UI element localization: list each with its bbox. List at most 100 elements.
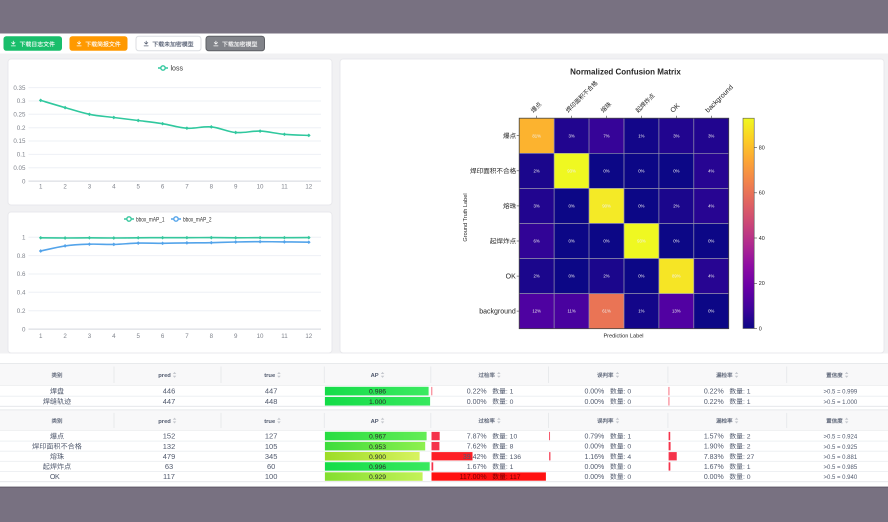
svg-text:0.953: 0.953 [369, 444, 386, 451]
svg-text:0.4: 0.4 [17, 290, 26, 297]
svg-text:: 1: : 1 [743, 464, 751, 471]
svg-text:63: 63 [165, 462, 173, 471]
svg-text:loss: loss [171, 66, 184, 73]
svg-text:0%: 0% [638, 274, 644, 279]
svg-text:7%: 7% [603, 133, 609, 138]
svg-text:9: 9 [234, 333, 238, 340]
svg-text:2: 2 [63, 184, 67, 191]
svg-text:0.6: 0.6 [17, 271, 26, 278]
svg-text:: 2: : 2 [743, 444, 751, 451]
svg-text:0: 0 [22, 326, 26, 333]
svg-text:2%: 2% [603, 274, 609, 279]
svg-text:pred: pred [158, 373, 171, 379]
svg-text:1.67%: 1.67% [467, 464, 487, 471]
svg-text:AP: AP [371, 419, 379, 425]
svg-text:1%: 1% [638, 133, 644, 138]
svg-text:11: 11 [281, 333, 288, 340]
svg-text:132: 132 [163, 442, 176, 451]
svg-text:2%: 2% [534, 168, 540, 173]
svg-text:OK: OK [506, 273, 516, 280]
svg-text:479: 479 [163, 452, 176, 461]
svg-text:: 8: : 8 [506, 444, 514, 451]
svg-text:105: 105 [265, 442, 278, 451]
svg-text:0.3: 0.3 [17, 98, 26, 105]
svg-text:4: 4 [112, 184, 116, 191]
svg-text:: 10: : 10 [506, 434, 518, 441]
svg-text:7: 7 [185, 184, 189, 191]
svg-text:K: K [55, 473, 60, 481]
svg-text:117.00%: 117.00% [459, 474, 486, 481]
svg-text:: 136: : 136 [506, 454, 521, 461]
svg-text:5: 5 [136, 184, 140, 191]
svg-text:0.22%: 0.22% [704, 399, 724, 406]
svg-text:10: 10 [257, 333, 264, 340]
svg-text:: 0: : 0 [506, 399, 514, 406]
svg-text:0.00%: 0.00% [584, 474, 604, 481]
svg-text:448: 448 [265, 397, 278, 406]
svg-text:: 0: : 0 [624, 399, 632, 406]
svg-text:12%: 12% [532, 309, 541, 314]
svg-text:40: 40 [759, 236, 765, 242]
svg-text:0%: 0% [673, 239, 679, 244]
svg-text:8: 8 [210, 184, 214, 191]
svg-text:9: 9 [234, 184, 238, 191]
svg-text:10: 10 [257, 184, 264, 191]
svg-text:0.79%: 0.79% [584, 434, 604, 441]
svg-text:446: 446 [163, 387, 176, 396]
svg-text:: 1: : 1 [624, 434, 632, 441]
svg-text:0.35: 0.35 [13, 85, 26, 92]
svg-text:7.83%: 7.83% [704, 454, 724, 461]
svg-text:1.16%: 1.16% [584, 454, 604, 461]
svg-text:0%: 0% [568, 204, 574, 209]
svg-text:345: 345 [265, 452, 278, 461]
svg-text:0%: 0% [568, 274, 574, 279]
svg-text:1: 1 [39, 333, 43, 340]
svg-text:100: 100 [265, 472, 278, 481]
svg-text:background: background [479, 309, 516, 316]
svg-text:0.00%: 0.00% [584, 464, 604, 471]
svg-text:: 0: : 0 [624, 389, 632, 396]
svg-text:>0.5 = 0.925: >0.5 = 0.925 [823, 445, 857, 451]
svg-text:3%: 3% [568, 133, 574, 138]
svg-text:0: 0 [22, 178, 26, 185]
svg-text:0.25: 0.25 [13, 112, 26, 119]
svg-text:127: 127 [265, 432, 278, 441]
svg-text:2%: 2% [673, 204, 679, 209]
svg-text:O: O [50, 473, 56, 481]
svg-text:true: true [264, 373, 276, 379]
svg-text:0%: 0% [708, 309, 714, 314]
svg-text:0%: 0% [638, 204, 644, 209]
svg-text:: 117: : 117 [506, 474, 521, 481]
svg-text:4%: 4% [708, 274, 714, 279]
svg-text:90%: 90% [602, 204, 611, 209]
svg-text:1.67%: 1.67% [704, 464, 724, 471]
svg-text:0%: 0% [638, 168, 644, 173]
svg-text:0.2: 0.2 [17, 308, 26, 315]
svg-text:152: 152 [163, 432, 176, 441]
svg-text:0.2: 0.2 [17, 125, 26, 132]
svg-text:0.8: 0.8 [17, 253, 26, 260]
svg-text:: 4: : 4 [624, 454, 632, 461]
svg-text:0.22%: 0.22% [704, 389, 724, 396]
svg-text:Prediction Label: Prediction Label [603, 334, 643, 340]
svg-text:0.900: 0.900 [369, 454, 386, 461]
svg-text:>0.5 = 0.924: >0.5 = 0.924 [823, 435, 857, 441]
svg-text:>0.5 = 0.881: >0.5 = 0.881 [823, 455, 857, 461]
svg-text:1.000: 1.000 [369, 399, 386, 406]
svg-text:3%: 3% [708, 133, 714, 138]
svg-text:bbox_mAP_1: bbox_mAP_1 [136, 217, 165, 224]
svg-text:2%: 2% [534, 274, 540, 279]
svg-text:1%: 1% [638, 309, 644, 314]
svg-text:1.57%: 1.57% [704, 434, 724, 441]
svg-text:0: 0 [759, 326, 762, 332]
svg-text:>0.5 = 0.999: >0.5 = 0.999 [823, 390, 857, 396]
svg-text:0.05: 0.05 [13, 165, 26, 172]
svg-text:: 1: : 1 [506, 389, 514, 396]
svg-text:: 2: : 2 [743, 434, 751, 441]
svg-text:7.62%: 7.62% [467, 444, 487, 451]
svg-text:447: 447 [163, 397, 176, 406]
svg-text:1: 1 [22, 234, 26, 241]
svg-text:8: 8 [210, 333, 214, 340]
svg-text:1: 1 [39, 184, 43, 191]
svg-text:: 0: : 0 [624, 474, 632, 481]
